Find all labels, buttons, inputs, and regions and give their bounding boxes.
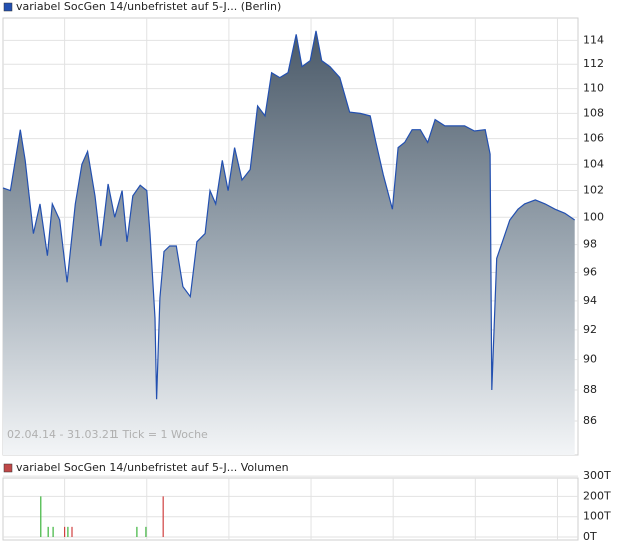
y-tick-label: 90: [583, 353, 597, 366]
y-tick-label: 92: [583, 323, 597, 336]
y-tick-label: 104: [583, 157, 604, 170]
y-tick-label: 114: [583, 33, 604, 46]
y-tick-label: 100: [583, 210, 604, 223]
date-range: 02.04.14 - 31.03.21: [7, 428, 116, 441]
y-tick-label: 100T: [583, 510, 611, 523]
legend-swatch: [3, 2, 13, 12]
panel: 0T 100T 200T 300T variabel SocGen 14/unbefri…: [2, 461, 611, 543]
y-tick-label: 94: [583, 294, 597, 307]
panel: 8688909294969810010210410610811011211420…: [2, 0, 604, 456]
y-tick-label: 108: [583, 106, 604, 119]
price-line: [2, 30, 576, 400]
y-tick-label: 106: [583, 132, 604, 145]
tick-info: 1 Tick = 1 Woche: [112, 428, 208, 441]
y-tick-label: 300T: [583, 469, 611, 482]
y-tick-label: 112: [583, 57, 604, 70]
legend-label: variabel SocGen 14/unbefristet auf 5-J..…: [16, 0, 281, 13]
y-tick-label: 96: [583, 265, 597, 278]
plot-frame: [2, 477, 579, 541]
y-tick-label: 102: [583, 184, 604, 197]
y-tick-label: 98: [583, 238, 597, 251]
legend-label: variabel SocGen 14/unbefristet auf 5-J..…: [16, 461, 289, 474]
y-tick-label: 86: [583, 414, 597, 427]
y-tick-label: 110: [583, 82, 604, 95]
y-tick-label: 200T: [583, 489, 611, 502]
y-tick-label: 88: [583, 383, 597, 396]
legend-swatch: [3, 463, 13, 473]
area-fill: [3, 30, 575, 456]
y-tick-label: 0T: [583, 530, 597, 543]
